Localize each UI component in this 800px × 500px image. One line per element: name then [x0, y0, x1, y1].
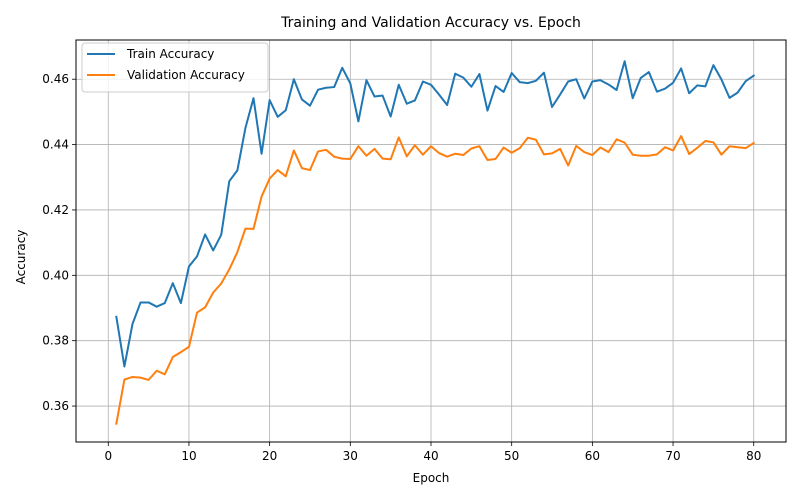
x-tick-label: 30 [343, 449, 358, 463]
series-line-train-accuracy [115, 60, 756, 368]
y-tick-label: 0.40 [42, 268, 69, 282]
x-tick-label: 70 [665, 449, 680, 463]
y-tick-label: 0.46 [42, 72, 69, 86]
x-tick-label: 40 [423, 449, 438, 463]
x-tick-label: 50 [504, 449, 519, 463]
series-layer [115, 60, 756, 425]
legend-label-train-accuracy: Train Accuracy [126, 47, 214, 61]
y-axis-ticks: 0.36 0.38 0.40 0.42 0.44 0.46 [42, 72, 76, 413]
x-tick-label: 10 [181, 449, 196, 463]
x-axis-label: Epoch [413, 471, 450, 485]
y-tick-label: 0.38 [42, 334, 69, 348]
legend: Train Accuracy Validation Accuracy [81, 42, 269, 93]
grid-lines [76, 40, 786, 442]
series-line-validation-accuracy [115, 135, 756, 425]
x-tick-label: 0 [104, 449, 112, 463]
y-axis-label: Accuracy [14, 230, 28, 285]
y-tick-label: 0.44 [42, 138, 69, 152]
y-tick-label: 0.42 [42, 203, 69, 217]
x-axis-ticks: 0 10 20 30 40 50 60 70 80 [104, 442, 761, 463]
x-tick-label: 80 [746, 449, 761, 463]
chart-title: Training and Validation Accuracy vs. Epo… [280, 15, 581, 31]
x-tick-label: 20 [262, 449, 277, 463]
legend-box [81, 42, 269, 93]
y-tick-label: 0.36 [42, 399, 69, 413]
x-tick-label: 60 [585, 449, 600, 463]
legend-label-validation-accuracy: Validation Accuracy [127, 68, 245, 82]
